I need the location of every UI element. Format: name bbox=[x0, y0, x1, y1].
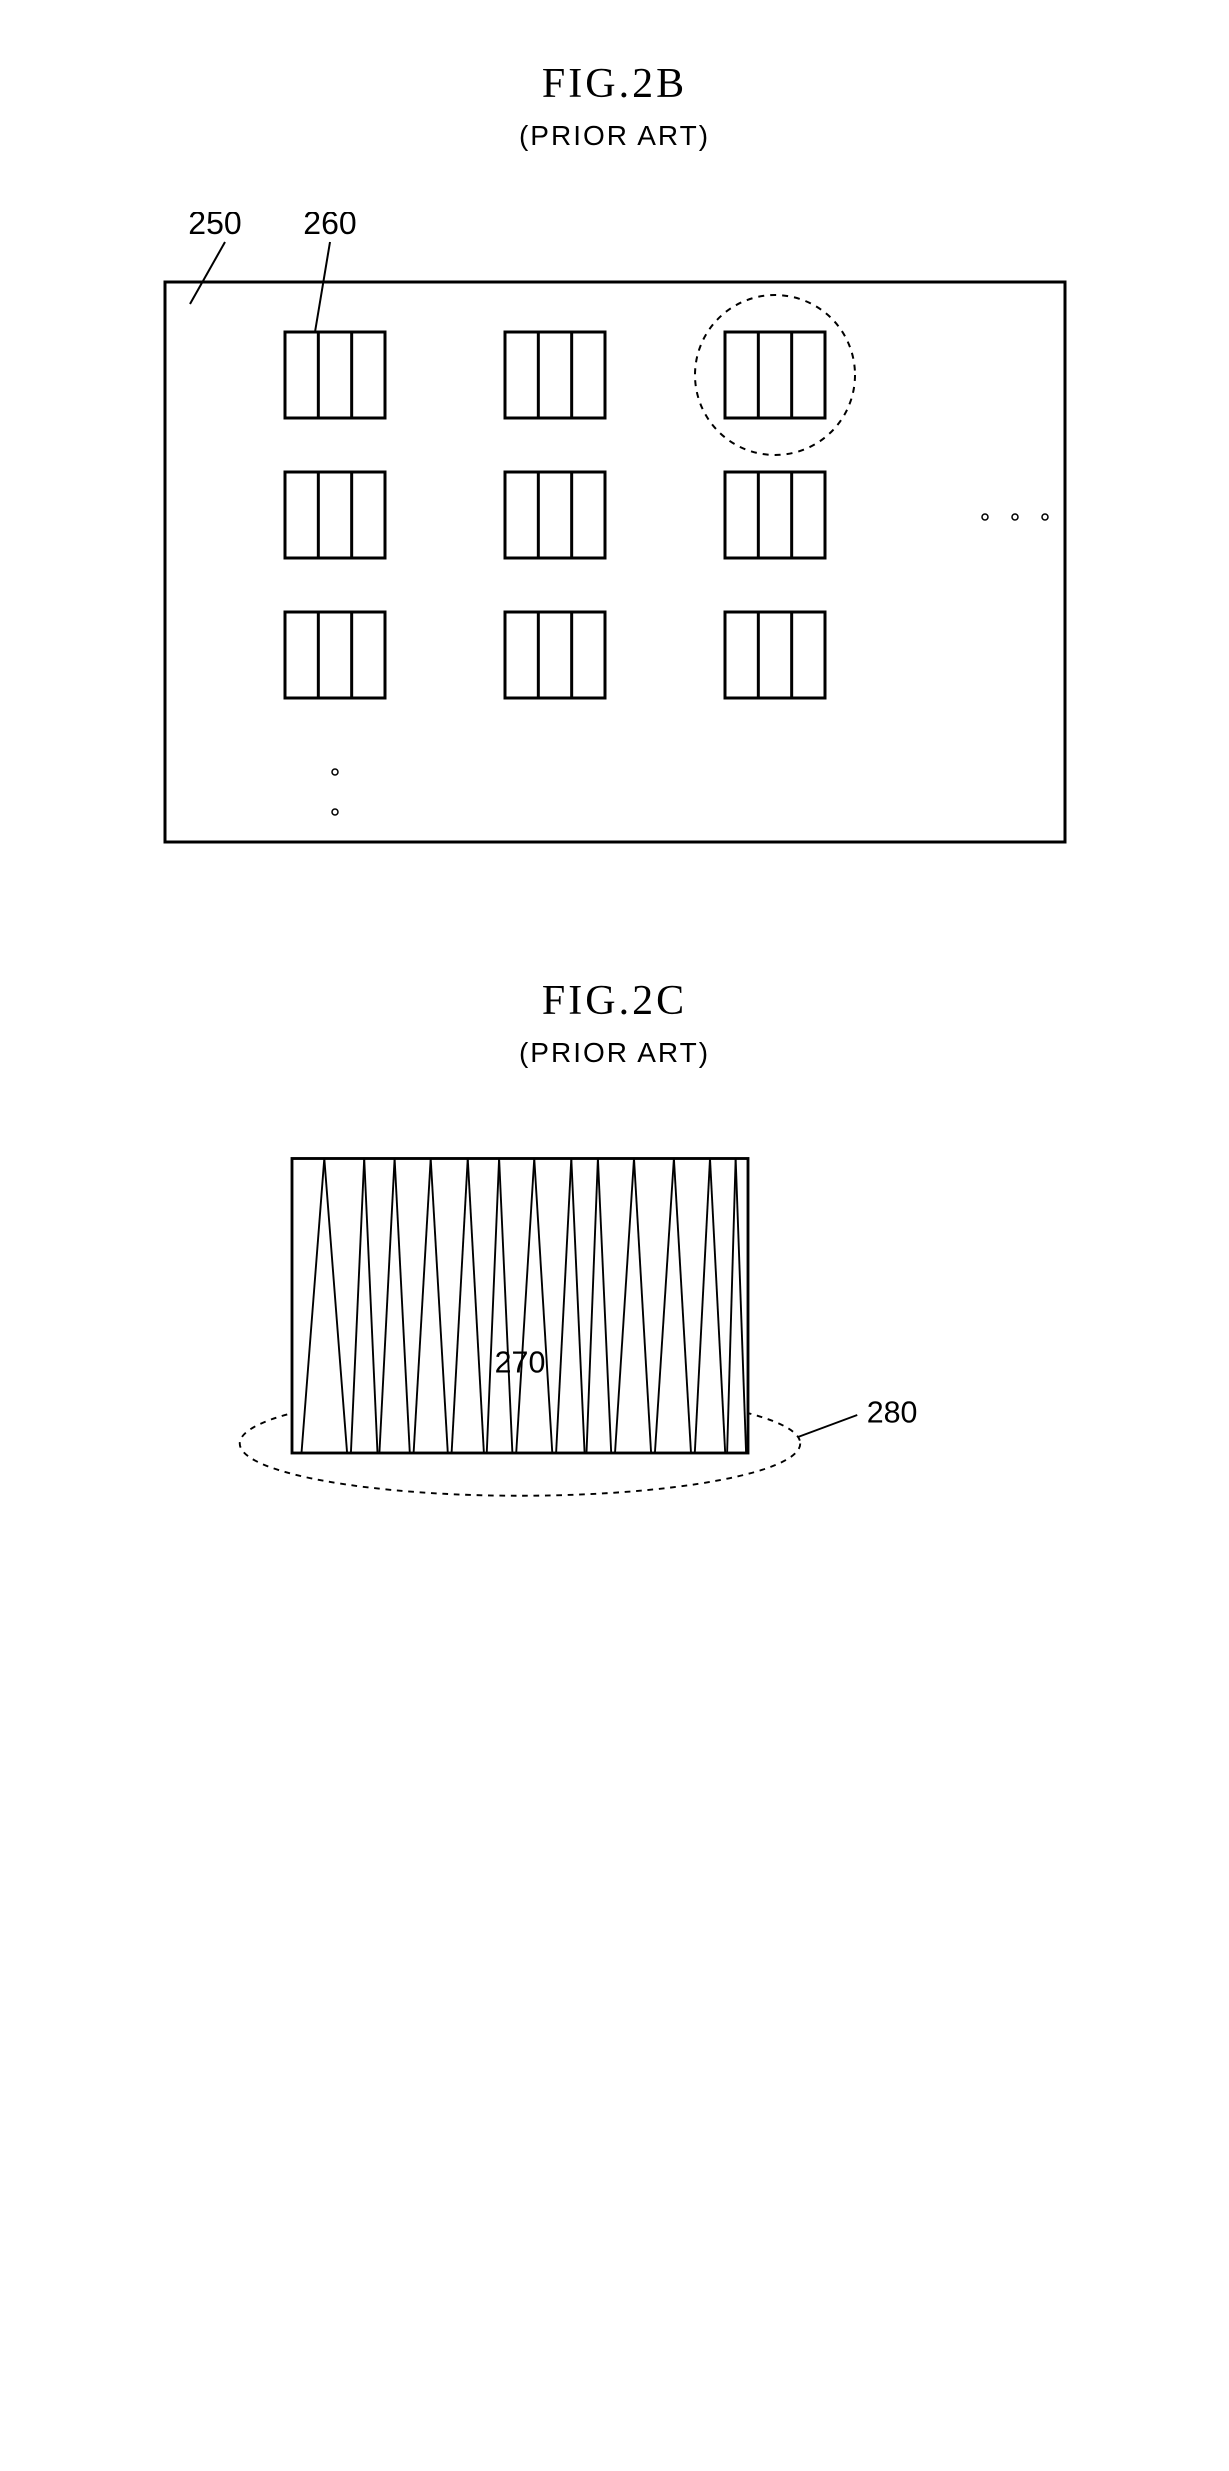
svg-text:280: 280 bbox=[866, 1396, 917, 1430]
fig2b-title: FIG.2B bbox=[0, 60, 1229, 108]
fig2c-diagram: 270 280 bbox=[235, 1129, 995, 1549]
fig2c-title: FIG.2C bbox=[0, 977, 1229, 1025]
fig2b-diagram: 250 260 bbox=[125, 212, 1105, 852]
svg-text:260: 260 bbox=[303, 212, 356, 241]
figure-2b: FIG.2B (PRIOR ART) 250 260 bbox=[0, 60, 1229, 857]
figure-2c: FIG.2C (PRIOR ART) 270 280 bbox=[0, 977, 1229, 1554]
fig2c-subtitle: (PRIOR ART) bbox=[0, 1037, 1229, 1069]
svg-text:250: 250 bbox=[188, 212, 241, 241]
fig2b-subtitle: (PRIOR ART) bbox=[0, 120, 1229, 152]
svg-text:270: 270 bbox=[494, 1345, 545, 1379]
